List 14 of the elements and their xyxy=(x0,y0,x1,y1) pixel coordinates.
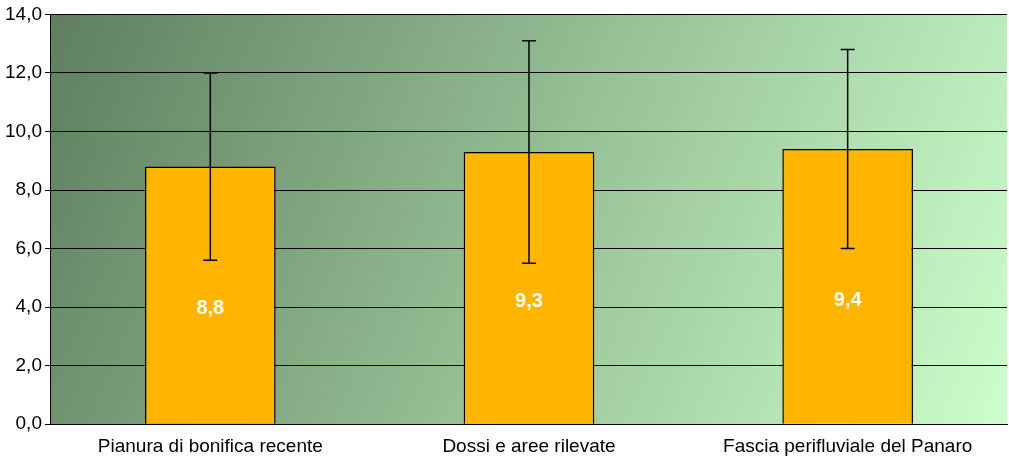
y-tick-label: 10,0 xyxy=(5,119,42,141)
y-tick-label: 12,0 xyxy=(5,61,42,83)
y-tick-label: 4,0 xyxy=(15,295,42,317)
data-label: 8,8 xyxy=(196,295,225,318)
y-tick-label: 6,0 xyxy=(15,236,42,258)
y-tick-label: 14,0 xyxy=(5,2,42,24)
y-tick-label: 2,0 xyxy=(15,353,42,375)
y-tick-label: 0,0 xyxy=(15,412,42,434)
x-tick-label: Dossi e aree rilevate xyxy=(442,434,616,456)
data-label: 9,3 xyxy=(515,288,543,311)
x-tick-label: Pianura di bonifica recente xyxy=(97,434,323,456)
y-tick-label: 8,0 xyxy=(15,178,42,200)
data-label: 9,4 xyxy=(833,287,863,310)
x-tick-label: Fascia perifluviale del Panaro xyxy=(723,434,973,456)
